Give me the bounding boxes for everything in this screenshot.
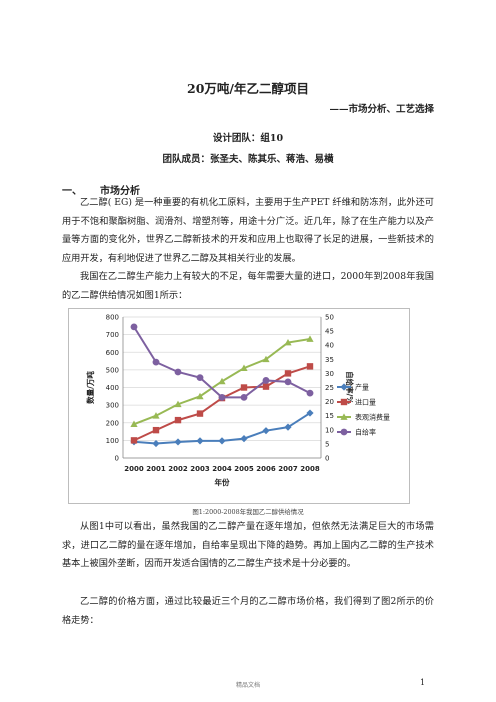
data-point <box>196 437 204 445</box>
paragraph-supply: 我国在乙二醇生产能力上有较大的不足，每年需要大量的进口，2000年到2008年我… <box>62 268 434 305</box>
y2-tick-label: 45 <box>325 328 334 336</box>
legend-label: 表观消费量 <box>355 413 390 422</box>
data-point <box>306 389 314 397</box>
paragraph-intro: 乙二醇( EG) 是一种重要的有机化工原料，主要用于生产PET 纤维和防冻剂，此… <box>62 194 434 268</box>
x-tick-label: 2006 <box>256 465 276 473</box>
data-point <box>262 355 270 363</box>
legend-label: 自给率 <box>355 428 376 437</box>
y2-tick-label: 15 <box>325 412 334 420</box>
data-point <box>218 437 226 445</box>
data-point <box>174 416 182 424</box>
legend-label: 产量 <box>355 383 369 392</box>
data-point <box>130 420 138 428</box>
y2-tick-label: 20 <box>325 398 334 406</box>
figure-caption: 图1:2000-2008年我国乙二醇供给情况 <box>192 508 304 516</box>
data-point <box>152 358 160 366</box>
y2-tick-label: 0 <box>325 455 329 463</box>
design-team: 设计团队：组10 <box>212 133 284 144</box>
y-tick-label: 700 <box>106 331 119 339</box>
legend-marker <box>340 383 348 391</box>
data-point <box>306 335 314 342</box>
series-line-circle <box>133 326 311 399</box>
data-point <box>152 439 160 448</box>
data-point <box>240 384 248 391</box>
paragraph-text: 乙二醇的价格方面，通过比较最近三个月的乙二醇市场价格，我们得到了图2所示的价格走… <box>62 596 434 626</box>
data-point <box>174 438 182 446</box>
data-point <box>284 338 292 346</box>
y-tick-label: 300 <box>106 402 119 410</box>
data-point <box>240 364 248 371</box>
y2-tick-label: 10 <box>325 426 334 434</box>
legend-marker <box>340 428 348 436</box>
team-members: 团队成员：张圣夫、陈其乐、蒋浩、易横 <box>162 154 334 165</box>
data-point <box>240 435 248 443</box>
y2-tick-label: 5 <box>325 440 329 448</box>
y-tick-label: 100 <box>106 437 119 445</box>
y2-tick-label: 30 <box>325 370 334 378</box>
page-footer: 精品文档 <box>235 682 260 689</box>
x-axis-title: 年份 <box>215 477 230 487</box>
paragraph-price: 乙二醇的价格方面，通过比较最近三个月的乙二醇市场价格，我们得到了图2所示的价格走… <box>62 593 434 630</box>
x-tick-label: 2003 <box>190 465 210 473</box>
y-tick-label: 200 <box>106 419 119 427</box>
y-tick-label: 500 <box>106 366 119 374</box>
data-point <box>130 437 138 444</box>
data-point <box>196 374 204 382</box>
paragraph-text: 我国在乙二醇生产能力上有较大的不足，每年需要大量的进口，2000年到2008年我… <box>62 271 434 301</box>
y-tick-label: 600 <box>106 349 119 357</box>
x-tick-label: 2007 <box>278 465 298 473</box>
y2-tick-label: 40 <box>325 342 334 350</box>
section-title: 市场分析 <box>100 186 140 197</box>
data-point <box>152 412 160 419</box>
document-subtitle: ——市场分析、工艺选择 <box>329 104 434 115</box>
data-point <box>306 409 314 417</box>
legend-label: 进口量 <box>355 399 376 407</box>
data-point <box>152 426 160 434</box>
x-tick-label: 2000 <box>124 465 144 473</box>
paragraph-text: 乙二醇( EG) 是一种重要的有机化工原料，主要用于生产PET 纤维和防冻剂，此… <box>62 197 434 264</box>
y2-tick-label: 25 <box>325 384 334 392</box>
data-point <box>196 410 204 417</box>
data-point <box>174 400 182 408</box>
x-tick-label: 2004 <box>212 465 232 473</box>
data-point <box>284 378 292 386</box>
x-tick-label: 2008 <box>300 465 320 473</box>
x-tick-label: 2002 <box>168 465 188 473</box>
paragraph-text: 从图1中可以看出，虽然我国的乙二醇产量在逐年增加，但依然无法满足巨大的市场需求，… <box>62 521 434 570</box>
y-tick-label: 0 <box>115 455 119 463</box>
data-point <box>284 423 292 431</box>
y2-tick-label: 50 <box>325 314 334 322</box>
legend-marker <box>340 413 348 420</box>
section-number: 一、 <box>62 186 82 197</box>
data-point <box>218 377 226 385</box>
y-axis-title: 数量/万吨 <box>85 371 95 404</box>
data-point <box>174 368 182 376</box>
page-number: 1 <box>420 678 426 687</box>
y2-tick-label: 35 <box>325 356 334 364</box>
data-point <box>262 383 270 390</box>
data-point <box>284 370 292 377</box>
supply-chart: 0 100 200 300 400 500 600 700 800 0 5 10 15 20 25 30 35 4… <box>68 308 410 504</box>
y-tick-label: 400 <box>106 384 119 392</box>
data-point <box>262 427 270 435</box>
legend-marker <box>340 398 348 406</box>
series-line-square <box>133 365 311 442</box>
data-point <box>218 393 226 401</box>
data-point <box>240 393 248 401</box>
data-point <box>196 392 204 400</box>
paragraph-analysis: 从图1中可以看出，虽然我国的乙二醇产量在逐年增加，但依然无法满足巨大的市场需求，… <box>62 518 434 574</box>
x-tick-label: 2005 <box>234 465 254 473</box>
section-heading: 一、 市场分析 <box>62 182 140 197</box>
chart-svg: 0 100 200 300 400 500 600 700 800 0 5 10 15 20 25 30 35 4… <box>85 314 390 488</box>
data-point <box>130 323 138 331</box>
data-point <box>262 377 270 384</box>
data-point <box>306 363 314 370</box>
document-title: 20万吨/年乙二醇项目 <box>187 81 309 96</box>
x-tick-label: 2001 <box>146 465 166 473</box>
y-tick-label: 800 <box>106 314 119 322</box>
